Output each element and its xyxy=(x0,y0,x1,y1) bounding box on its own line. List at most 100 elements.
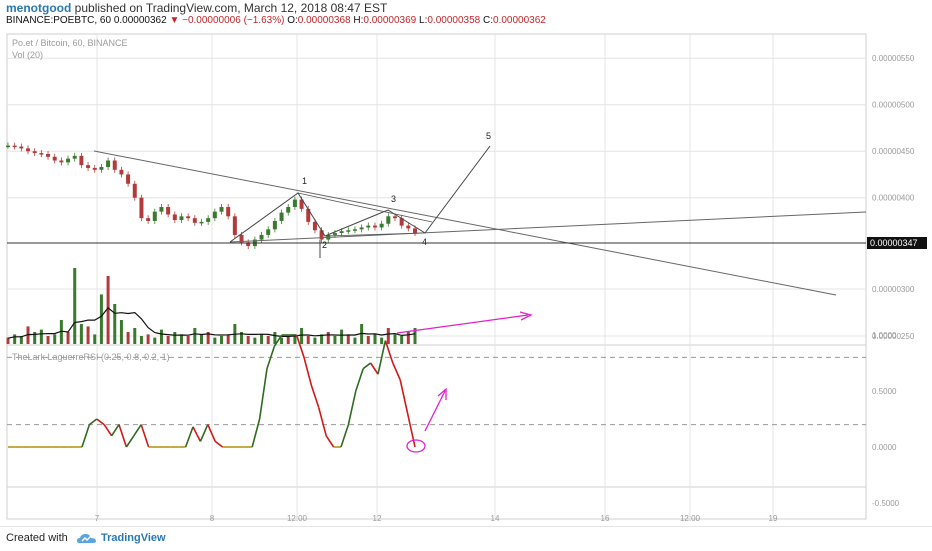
rsi-segment xyxy=(392,362,401,381)
volume-bar xyxy=(6,337,10,344)
volume-bar xyxy=(400,336,404,344)
volume-bar xyxy=(66,332,70,344)
candle-body xyxy=(59,160,64,163)
volume-bar xyxy=(106,276,110,344)
volume-arrow xyxy=(396,314,529,334)
rsi-segment xyxy=(377,340,387,375)
rsi-segment xyxy=(88,418,98,426)
volume-bar xyxy=(159,329,163,344)
wave-label-3: 3 xyxy=(391,194,396,204)
volume-bar xyxy=(146,334,150,344)
created-with-text: Created with xyxy=(6,532,68,544)
candle-body xyxy=(266,229,271,235)
tradingview-brand-link[interactable]: TradingView xyxy=(101,532,166,544)
rsi-segment xyxy=(325,435,335,448)
rsi-segment xyxy=(96,418,105,426)
volume-bar xyxy=(366,336,370,344)
candle-body xyxy=(146,218,151,221)
volume-bar xyxy=(199,334,203,344)
price-tick-label: 0.00000450 xyxy=(872,147,915,156)
candle-body xyxy=(219,207,224,212)
candle-body xyxy=(119,169,124,175)
trendline-descending xyxy=(93,150,837,296)
candle-body xyxy=(212,211,217,219)
volume-bar xyxy=(133,328,137,344)
volume-bar xyxy=(39,329,43,344)
candle-body xyxy=(39,153,44,155)
price-tick-label: 0.00000300 xyxy=(872,285,915,294)
candle-body xyxy=(32,151,37,154)
wave-label-5: 5 xyxy=(486,131,491,141)
price-axis: 0.00000550 0.00000500 0.00000450 0.00000400… xyxy=(872,54,915,341)
rsi-axis: 1.0000 0.5000 0.0000 -0.5000 xyxy=(872,331,900,508)
volume-bar xyxy=(246,336,250,344)
candle-body xyxy=(332,233,337,235)
rsi-segment xyxy=(318,407,327,437)
volume-bar xyxy=(386,328,390,344)
volume-arrow-head xyxy=(519,311,533,321)
candle-body xyxy=(339,231,344,234)
volume-bar xyxy=(59,320,63,344)
volume-bar xyxy=(93,334,97,344)
rsi-segment xyxy=(406,413,416,448)
price-tick-label: 0.00000250 xyxy=(872,332,915,341)
volume-bar xyxy=(193,328,197,344)
elliott-wave-path xyxy=(229,145,491,243)
ohlc-low-value: 0.00000358 xyxy=(427,15,481,26)
author-link[interactable]: menotgood xyxy=(6,1,72,15)
volume-bar xyxy=(413,328,417,344)
candle-body xyxy=(152,211,157,221)
rsi-segment xyxy=(347,390,357,425)
rsi-segment xyxy=(295,334,305,358)
trend-drawings: 1 2 3 4 5 xyxy=(7,131,867,296)
ohlc-high-value: 0.00000369 xyxy=(363,15,417,26)
ohlc-close-value: 0.00000362 xyxy=(493,15,546,26)
ohlc-open-label: O: xyxy=(287,15,298,26)
candle-body xyxy=(72,155,77,159)
candle-body xyxy=(279,212,284,221)
candle-body xyxy=(6,145,10,148)
candle-body xyxy=(306,208,311,222)
candle-body xyxy=(132,183,137,198)
rsi-line xyxy=(8,334,416,448)
rsi-segment xyxy=(207,424,216,442)
candle-body xyxy=(392,216,397,219)
candle-body xyxy=(372,225,377,228)
time-tick-label: 16 xyxy=(601,514,610,523)
candle-body xyxy=(112,160,117,170)
volume-bar xyxy=(153,337,157,344)
current-price-label: 0.00000347 xyxy=(870,238,918,248)
publish-line: menotgood published on TradingView.com, … xyxy=(6,1,387,15)
candle-body xyxy=(186,216,191,219)
candle-body xyxy=(352,229,357,231)
volume-bar xyxy=(293,334,297,344)
volume-bar xyxy=(99,294,103,344)
ohlc-low-label: L: xyxy=(419,15,428,26)
rsi-tick-label: -0.5000 xyxy=(872,499,900,508)
rsi-segment xyxy=(184,426,194,448)
rsi-segment xyxy=(140,424,150,448)
candle-body xyxy=(166,207,171,215)
grid-lines xyxy=(7,34,866,519)
price-change: −0.00000006 (−1.63%) xyxy=(182,15,285,26)
candle-body xyxy=(192,218,197,223)
rsi-segment xyxy=(110,424,120,437)
volume-bar xyxy=(220,336,224,344)
candle-body xyxy=(406,225,411,229)
last-price: 0.00000362 xyxy=(113,15,167,26)
candle-body xyxy=(366,225,371,228)
candle-body xyxy=(312,221,317,231)
candle-body xyxy=(159,207,164,212)
time-tick-label: 7 xyxy=(95,514,100,523)
volume-bar xyxy=(86,326,90,344)
rsi-segment xyxy=(369,362,379,375)
volume-bar xyxy=(300,328,304,344)
candle-body xyxy=(206,218,211,222)
volume-bar xyxy=(346,334,350,344)
candle-body xyxy=(232,216,237,235)
candle-body xyxy=(299,199,304,209)
candle-body xyxy=(139,197,144,219)
candle-body xyxy=(272,220,277,230)
price-chart[interactable]: Po.et / Bitcoin, 60, BINANCE Vol (20) Th… xyxy=(0,30,932,526)
volume-bar xyxy=(333,336,337,344)
